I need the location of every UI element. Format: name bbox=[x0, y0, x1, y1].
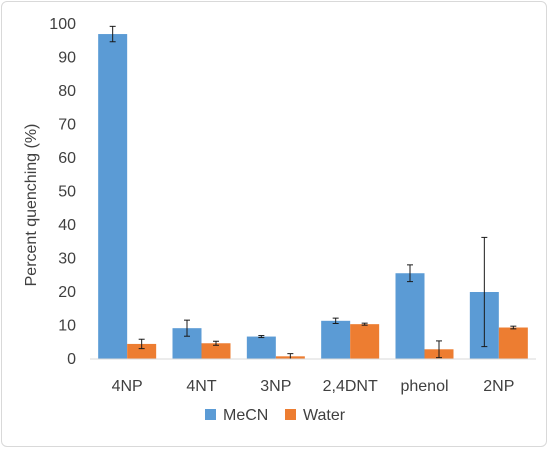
error-bar-water-4 bbox=[436, 340, 442, 359]
bar-water-1 bbox=[201, 343, 231, 359]
error-bar-water-3 bbox=[361, 322, 368, 326]
error-bar-water-1 bbox=[213, 340, 219, 346]
error-bar-mecn-5 bbox=[481, 236, 488, 348]
y-tick-label: 20 bbox=[58, 284, 76, 301]
bar-water-3 bbox=[350, 324, 380, 359]
legend-label: Water bbox=[303, 407, 346, 424]
bar-water-0 bbox=[127, 343, 157, 359]
x-tick-label: 3NP bbox=[260, 378, 291, 395]
legend-label: MeCN bbox=[223, 407, 268, 424]
x-tick-label: 2,4DNT bbox=[323, 378, 378, 395]
error-bar-mecn-4 bbox=[407, 264, 413, 283]
error-bar-mecn-2 bbox=[258, 335, 265, 339]
y-tick-label: 30 bbox=[58, 251, 76, 268]
y-tick-label: 100 bbox=[49, 16, 76, 33]
error-bar-water-5 bbox=[510, 325, 517, 330]
bar-mecn-2 bbox=[246, 336, 276, 359]
x-tick-label: 2NP bbox=[483, 378, 514, 395]
y-tick-label: 10 bbox=[58, 318, 76, 335]
bar-mecn-4 bbox=[395, 273, 425, 359]
x-tick-label: 4NT bbox=[186, 378, 216, 395]
error-bar-mecn-0 bbox=[109, 25, 116, 43]
y-tick-label: 70 bbox=[58, 117, 76, 134]
bar-water-5 bbox=[498, 327, 528, 359]
x-tick-label: 4NP bbox=[112, 378, 143, 395]
y-tick-label: 90 bbox=[58, 50, 76, 67]
bar-mecn-0 bbox=[98, 34, 128, 360]
y-tick-label: 50 bbox=[58, 184, 76, 201]
x-tick-label: phenol bbox=[400, 378, 448, 395]
error-bar-mecn-3 bbox=[332, 317, 339, 324]
bar-mecn-3 bbox=[321, 320, 351, 359]
error-bar-mecn-1 bbox=[184, 319, 190, 337]
y-axis-label: Percent quenching (%) bbox=[23, 124, 40, 287]
legend-item-water: Water bbox=[285, 407, 346, 424]
legend-swatch bbox=[285, 409, 296, 420]
y-tick-label: 80 bbox=[58, 83, 76, 100]
y-tick-label: 0 bbox=[67, 351, 76, 368]
error-bar-water-0 bbox=[138, 338, 145, 350]
legend-item-mecn: MeCN bbox=[205, 407, 268, 424]
y-tick-label: 40 bbox=[58, 217, 76, 234]
y-tick-label: 60 bbox=[58, 150, 76, 167]
legend-swatch bbox=[205, 409, 216, 420]
